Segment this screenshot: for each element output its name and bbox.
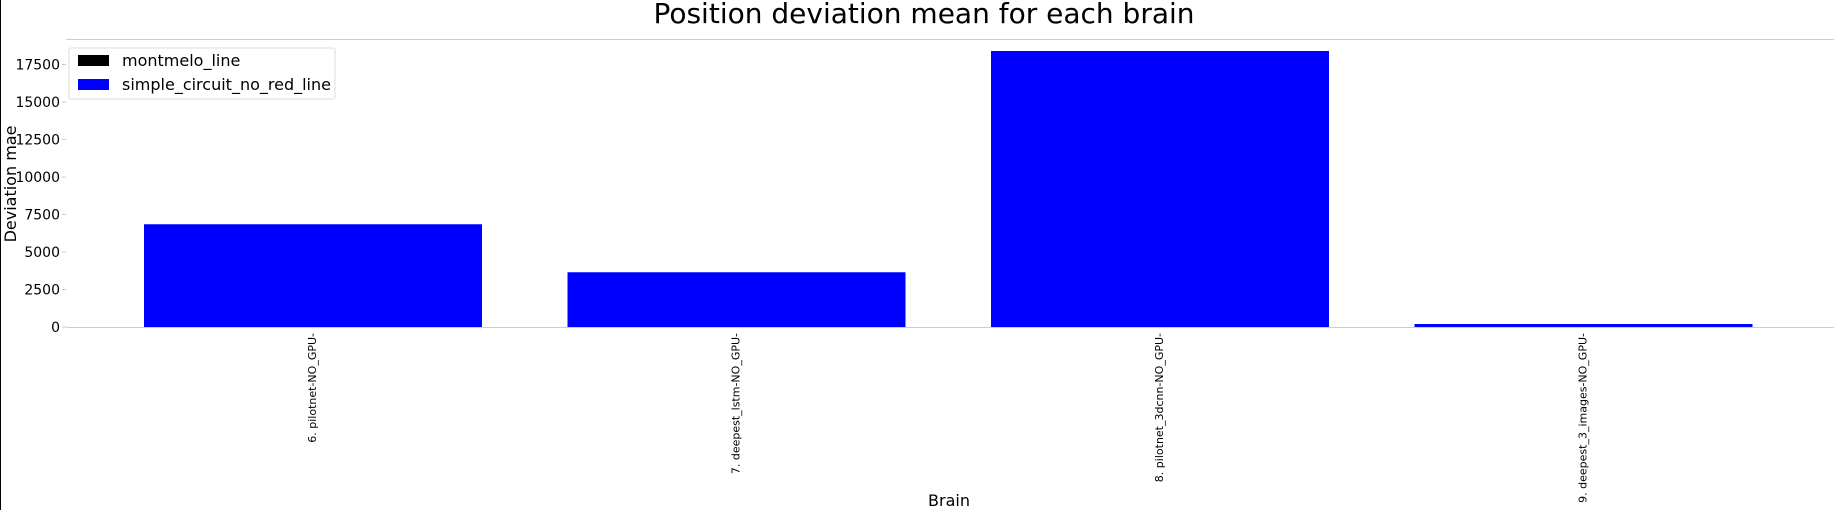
legend-swatch-1 — [78, 79, 109, 90]
x-ticks: 6. pilotnet-NO_GPU- 7. deepest_lstm-NO_GP… — [306, 333, 1590, 503]
y-tick-label: 17500 — [15, 58, 60, 74]
y-tick-label: 12500 — [15, 133, 60, 149]
plot-area: 0 2500 5000 7500 10000 12500 15000 17500 6. pil… — [15, 39, 1834, 503]
x-axis-label: Brain — [928, 491, 970, 510]
y-tick-label: 10000 — [15, 170, 60, 186]
legend-label-1: simple_circuit_no_red_line — [122, 75, 331, 95]
legend-box — [68, 47, 336, 100]
x-tick-label: 6. pilotnet-NO_GPU- — [306, 333, 319, 443]
bar-simple_circuit_no_red_line-1 — [567, 272, 906, 327]
y-axis-label: Deviation mae — [1, 126, 20, 243]
y-tick-label: 2500 — [24, 283, 60, 299]
legend-swatch-0 — [78, 55, 109, 66]
y-tick-label: 15000 — [15, 95, 60, 111]
bar-simple_circuit_no_red_line-2 — [991, 51, 1329, 327]
bar-simple_circuit_no_red_line-0 — [144, 224, 482, 327]
y-tick-label: 0 — [51, 320, 60, 336]
y-tick-label: 5000 — [24, 245, 60, 261]
y-tick-label: 7500 — [24, 208, 60, 224]
legend-label-0: montmelo_line — [122, 51, 240, 71]
legend: montmelo_line simple_circuit_no_red_line — [68, 47, 336, 100]
bar-simple_circuit_no_red_line-3 — [1414, 324, 1753, 327]
chart-title: Position deviation mean for each brain — [653, 0, 1194, 30]
y-ticks: 0 2500 5000 7500 10000 12500 15000 17500 — [15, 58, 66, 336]
x-tick-label: 9. deepest_3_images-NO_GPU- — [1577, 333, 1590, 503]
bars — [144, 51, 1753, 327]
x-tick-label: 7. deepest_lstm-NO_GPU- — [730, 333, 743, 474]
x-tick-label: 8. pilotnet_3dcnn-NO_GPU- — [1153, 333, 1166, 482]
